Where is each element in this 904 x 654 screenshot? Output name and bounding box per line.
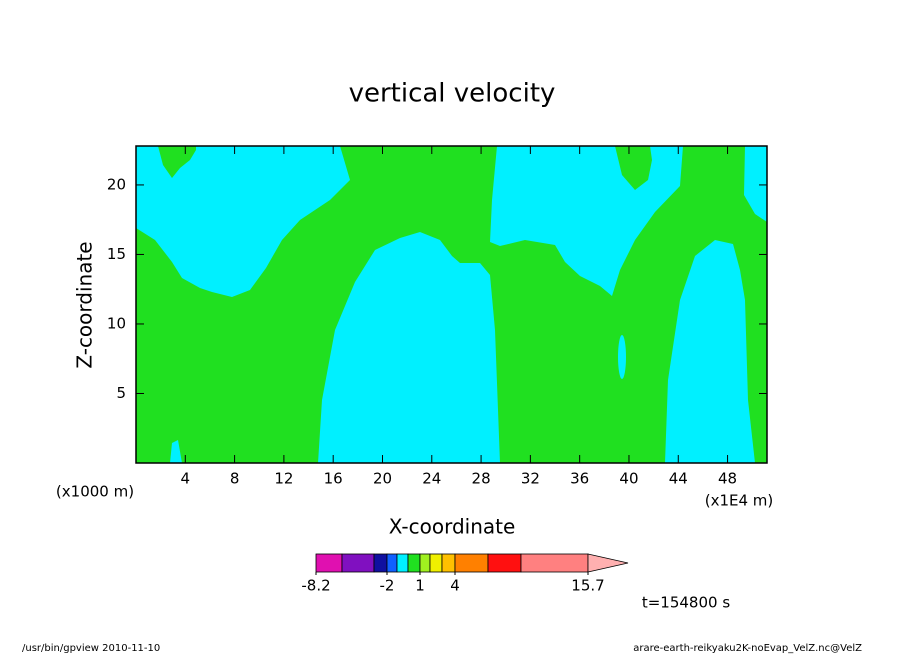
colorbar-tick-label: -2: [380, 577, 395, 595]
colorbar-cell: [487, 553, 522, 573]
y-tick-label: 5: [116, 384, 126, 402]
x-tick-label: 36: [570, 470, 589, 488]
colorbar-tick-label: 4: [450, 577, 460, 595]
colorbar-tick-label: 15.7: [571, 577, 604, 595]
x-tick-label: 28: [472, 470, 491, 488]
y-tick-label: 20: [107, 175, 126, 193]
colorbar-cell: [373, 553, 388, 573]
contour-region: [665, 240, 755, 463]
time-label: t=154800 s: [642, 594, 730, 612]
y-axis-label: Z-coordinate: [73, 241, 97, 368]
chart-title: vertical velocity: [349, 79, 556, 109]
colorbar-tick-label: 1: [415, 577, 425, 595]
colorbar-tick-label: -8.2: [301, 577, 330, 595]
plot-frame: [135, 145, 768, 464]
contour-region: [744, 146, 767, 222]
contour-field: [136, 146, 767, 463]
footer-left: /usr/bin/gpview 2010-11-10: [22, 643, 160, 654]
contour-region: [618, 335, 626, 379]
x-tick-label: 40: [619, 470, 638, 488]
contour-region: [615, 146, 652, 190]
x-tick-label: 8: [230, 470, 240, 488]
colorbar-cell: [429, 553, 443, 573]
x-axis-label: X-coordinate: [389, 515, 516, 539]
colorbar-cell: [407, 553, 421, 573]
x-tick-label: 16: [324, 470, 343, 488]
colorbar-cell: [441, 553, 456, 573]
colorbar-arrow: [587, 553, 629, 573]
contour-region: [318, 232, 500, 463]
x-tick-label: 20: [373, 470, 392, 488]
y-tick-label: 10: [107, 314, 126, 332]
colorbar-cell: [520, 553, 589, 573]
colorbar-cell: [396, 553, 409, 573]
x-tick-label: 48: [718, 470, 737, 488]
colorbar-cell: [419, 553, 431, 573]
x-tick-label: 44: [669, 470, 688, 488]
colorbar-cell: [454, 553, 489, 573]
colorbar-cell: [315, 553, 343, 573]
y-tick-label: 15: [107, 245, 126, 263]
x-unit-left: (x1000 m): [56, 483, 134, 501]
x-unit-right: (x1E4 m): [705, 492, 774, 510]
x-tick-label: 24: [422, 470, 441, 488]
contour-region: [170, 440, 182, 463]
footer-right: arare-earth-reikyaku2K-noEvap_VelZ.nc@Ve…: [633, 643, 862, 654]
colorbar-cell: [386, 553, 398, 573]
x-tick-label: 12: [274, 470, 293, 488]
colorbar: -8.2 -2 1 4 15.7: [301, 553, 629, 595]
x-tick-label: 32: [521, 470, 540, 488]
x-tick-label: 4: [181, 470, 191, 488]
contour-region: [136, 146, 350, 297]
colorbar-cell: [341, 553, 375, 573]
